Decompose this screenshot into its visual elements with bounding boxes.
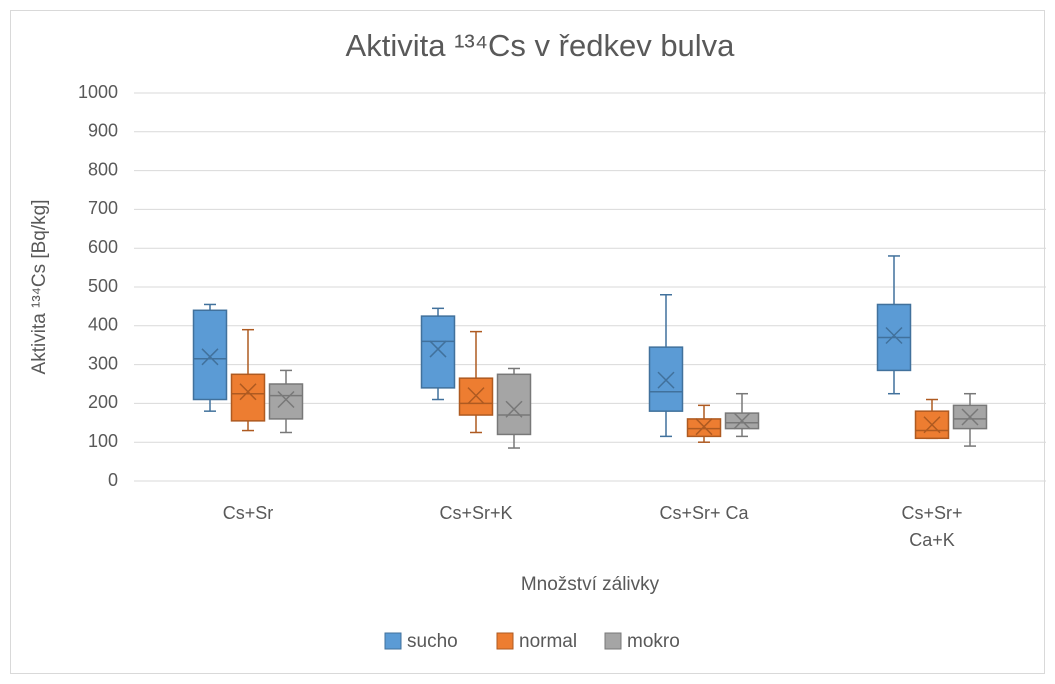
legend-label: mokro xyxy=(627,631,680,652)
mean-marker xyxy=(657,371,675,389)
y-tick-label: 900 xyxy=(88,121,118,141)
x-tick-label: Ca+K xyxy=(909,530,955,550)
legend-swatch xyxy=(496,632,514,650)
chart-border xyxy=(10,10,1045,674)
box xyxy=(268,383,304,420)
mean-marker xyxy=(467,387,485,405)
mean-marker xyxy=(505,400,523,418)
legend-swatch xyxy=(604,632,622,650)
mean-marker xyxy=(695,418,713,436)
x-tick-label: Cs+Sr xyxy=(223,503,274,523)
y-tick-label: 100 xyxy=(88,431,118,451)
box xyxy=(420,315,456,389)
box xyxy=(458,377,494,416)
mean-marker xyxy=(961,408,979,426)
x-tick-label: Cs+Sr+ xyxy=(901,503,962,523)
legend-swatch xyxy=(384,632,402,650)
y-tick-label: 1000 xyxy=(78,82,118,102)
y-tick-label: 400 xyxy=(88,315,118,335)
mean-marker xyxy=(429,340,447,358)
y-tick-label: 800 xyxy=(88,159,118,179)
x-axis-label: Množství zálivky xyxy=(521,574,660,595)
mean-marker xyxy=(201,348,219,366)
box xyxy=(230,373,266,422)
mean-marker xyxy=(239,383,257,401)
legend-label: normal xyxy=(519,631,577,652)
x-tick-label: Cs+Sr+K xyxy=(439,503,512,523)
legend-label: sucho xyxy=(407,631,458,652)
chart-title: Aktivita ¹³⁴Cs v ředkev bulva xyxy=(346,28,736,63)
box xyxy=(496,373,532,436)
mean-marker xyxy=(885,326,903,345)
mean-marker xyxy=(277,390,295,409)
y-tick-label: 500 xyxy=(88,276,118,296)
y-tick-label: 0 xyxy=(108,470,118,490)
x-tick-label: Cs+Sr+ Ca xyxy=(659,503,749,523)
mean-marker xyxy=(733,412,751,430)
mean-marker xyxy=(923,416,941,434)
y-axis-label: Aktivita ¹³⁴Cs [Bq/kg] xyxy=(29,200,50,375)
y-tick-label: 300 xyxy=(88,353,118,373)
y-tick-label: 200 xyxy=(88,392,118,412)
y-tick-label: 600 xyxy=(88,237,118,257)
box xyxy=(192,309,228,401)
y-tick-label: 700 xyxy=(88,198,118,218)
